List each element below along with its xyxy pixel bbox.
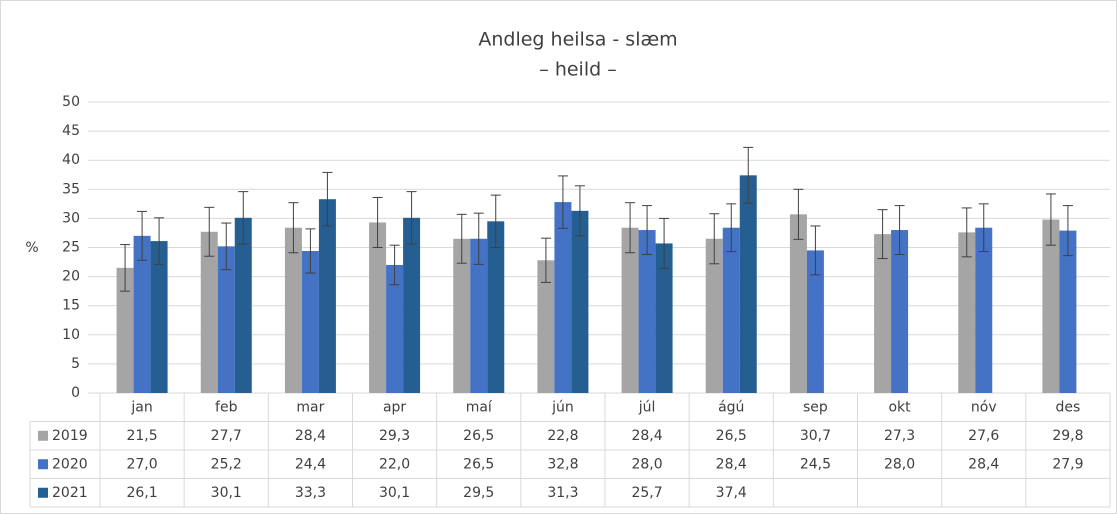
table-value: 22,0: [379, 456, 410, 472]
table-value: 37,4: [716, 485, 747, 501]
y-tick-label: 0: [71, 385, 80, 401]
x-tick-label: mar: [296, 399, 324, 415]
y-tick-label: 15: [62, 298, 80, 314]
table-value: 26,5: [463, 456, 494, 472]
bar: [1042, 219, 1060, 393]
x-tick-label: okt: [888, 399, 911, 415]
bar: [386, 264, 404, 393]
bar: [722, 227, 740, 393]
table-value: 31,3: [547, 485, 578, 501]
table-value: 27,0: [126, 456, 157, 472]
legend-swatch: [38, 430, 48, 441]
bar: [739, 175, 757, 393]
table-value: 32,8: [547, 456, 578, 472]
bar: [369, 222, 387, 393]
x-tick-label: sep: [803, 399, 828, 415]
table-value: 29,8: [1052, 428, 1083, 444]
y-tick-label: 10: [62, 327, 80, 343]
bar: [705, 238, 723, 393]
bar: [116, 267, 134, 393]
bar: [1059, 230, 1077, 393]
bar: [133, 235, 151, 393]
y-tick-label: 25: [62, 240, 80, 256]
bar: [200, 231, 218, 393]
table-value: 27,9: [1052, 456, 1083, 472]
x-tick-label: júl: [638, 399, 656, 415]
table-value: 28,0: [631, 456, 662, 472]
bar: [403, 217, 421, 393]
bar: [621, 227, 639, 393]
table-value: 24,5: [800, 456, 831, 472]
bar: [318, 199, 336, 393]
x-tick-label: maí: [466, 399, 493, 415]
bar: [554, 202, 572, 393]
table-value: 29,5: [463, 485, 494, 501]
bar: [453, 238, 471, 393]
table-value: 30,7: [800, 428, 831, 444]
table-value: 28,4: [968, 456, 999, 472]
y-tick-label: 30: [62, 210, 80, 226]
bar: [217, 246, 235, 393]
table-value: 28,4: [631, 428, 662, 444]
y-axis-label: %: [25, 240, 38, 256]
table-value: 22,8: [547, 428, 578, 444]
bar: [958, 232, 976, 393]
bar: [638, 230, 656, 393]
bar: [150, 241, 168, 393]
table-value: 26,5: [716, 428, 747, 444]
y-tick-label: 40: [62, 152, 80, 168]
legend-swatch: [38, 487, 48, 498]
chart-title: Andleg heilsa - slæm: [478, 29, 677, 51]
x-tick-label: ágú: [718, 399, 744, 415]
table-value: 27,7: [211, 428, 242, 444]
table-value: 26,1: [126, 485, 157, 501]
x-tick-label: nóv: [971, 399, 997, 415]
bar: [571, 210, 589, 393]
table-value: 25,2: [211, 456, 242, 472]
x-tick-label: jan: [130, 399, 152, 415]
bar: [655, 243, 673, 393]
table-value: 26,5: [463, 428, 494, 444]
bar: [301, 250, 319, 393]
legend-swatch: [38, 459, 48, 470]
y-tick-label: 45: [62, 123, 80, 139]
bar: [234, 217, 252, 393]
table-value: 25,7: [631, 485, 662, 501]
table-value: 27,6: [968, 428, 999, 444]
x-tick-label: apr: [383, 399, 406, 415]
table-value: 30,1: [379, 485, 410, 501]
bar: [789, 214, 807, 393]
y-tick-label: 35: [62, 181, 80, 197]
bar: [874, 234, 892, 393]
table-value: 28,4: [295, 428, 326, 444]
table-value: 29,3: [379, 428, 410, 444]
table-value: 28,4: [716, 456, 747, 472]
y-tick-label: 50: [62, 94, 80, 110]
table-value: 28,0: [884, 456, 915, 472]
legend-label: 2021: [52, 485, 88, 501]
x-tick-label: jún: [551, 399, 574, 415]
table-value: 33,3: [295, 485, 326, 501]
table-value: 21,5: [126, 428, 157, 444]
table-value: 24,4: [295, 456, 326, 472]
bar: [891, 230, 909, 393]
x-tick-label: feb: [215, 399, 238, 415]
bar: [487, 221, 505, 393]
legend-label: 2019: [52, 428, 88, 444]
bar: [470, 238, 488, 393]
bar: [537, 260, 555, 393]
bar: [975, 227, 993, 393]
y-tick-label: 20: [62, 269, 80, 285]
x-tick-label: des: [1056, 399, 1081, 415]
table-value: 30,1: [211, 485, 242, 501]
table-value: 27,3: [884, 428, 915, 444]
bar: [806, 250, 824, 393]
y-tick-label: 5: [71, 356, 80, 372]
legend-label: 2020: [52, 456, 88, 472]
chart-subtitle: – heild –: [539, 59, 616, 81]
bar: [284, 227, 302, 393]
